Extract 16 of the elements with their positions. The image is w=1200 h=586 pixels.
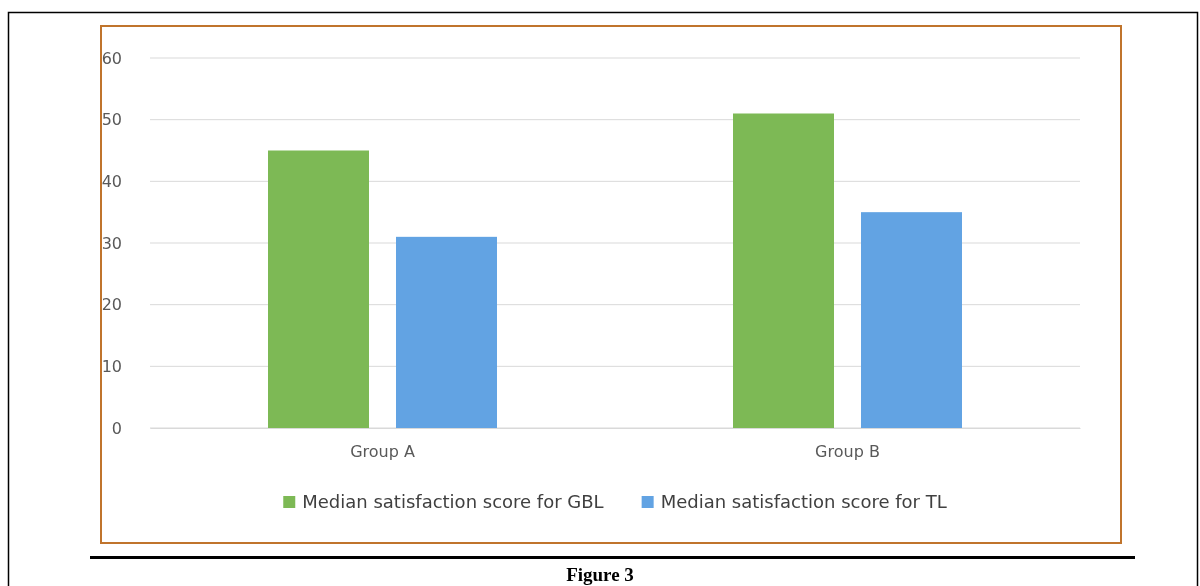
y-tick-label: 60 [101,48,122,68]
y-tick-label: 20 [101,295,122,315]
y-tick-label: 40 [101,171,122,191]
legend-label: Median satisfaction score for TL [660,491,947,512]
legend-label: Median satisfaction score for GBL [302,491,604,512]
caption: Figure 3 [566,564,634,585]
y-tick-label: 0 [111,418,122,438]
bar [733,113,834,428]
bar [396,236,497,428]
x-tick-label: Group A [350,442,415,462]
bar [268,150,369,428]
y-tick-label: 10 [101,356,122,376]
y-tick-label: 50 [101,110,122,130]
y-tick-label: 30 [101,233,122,253]
x-tick-label: Group B [815,442,880,462]
bar [861,212,962,428]
